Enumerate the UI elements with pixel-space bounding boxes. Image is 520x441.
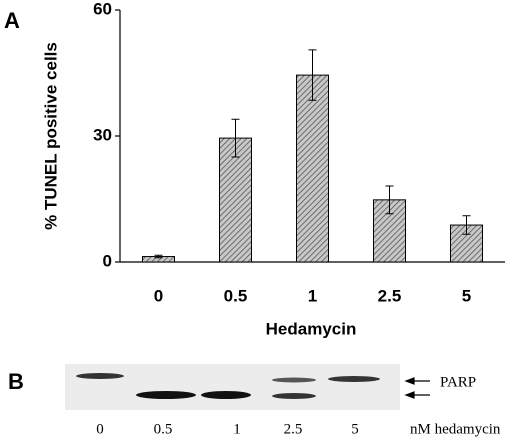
lane-label: 0.5 (154, 421, 173, 437)
lane-label: 5 (351, 421, 359, 437)
band (328, 376, 380, 382)
y-tick-label: 0 (103, 251, 112, 270)
band (272, 393, 316, 399)
error-bar (154, 254, 163, 259)
y-tick-label: 30 (93, 125, 112, 144)
blot (65, 364, 400, 410)
error-bar (308, 49, 317, 101)
error-bar (462, 215, 471, 235)
panel-label: B (8, 369, 24, 394)
protein-label: PARP (440, 374, 476, 390)
blot-membrane (65, 364, 400, 410)
x-tick-label: 0 (154, 286, 163, 305)
y-axis-label: % TUNEL positive cells (41, 42, 60, 230)
lane-label: 2.5 (284, 421, 303, 437)
band (201, 391, 251, 399)
error-bar (385, 185, 394, 215)
band (136, 391, 196, 399)
panel-label: A (4, 8, 20, 33)
lane-label: 0 (96, 421, 104, 437)
lane-unit: nM hedamycin (410, 421, 501, 437)
x-tick-label: 2.5 (378, 286, 402, 305)
y-tick-label: 60 (93, 0, 112, 18)
error-bar (231, 118, 240, 158)
bar (296, 74, 329, 263)
band (272, 377, 316, 383)
x-tick-label: 0.5 (224, 286, 248, 305)
band (76, 373, 124, 379)
lane-label: 1 (233, 421, 241, 437)
bar (219, 137, 252, 263)
x-axis-label: Hedamycin (266, 319, 357, 338)
x-tick-label: 1 (308, 286, 317, 305)
arrows (404, 377, 430, 399)
x-tick-label: 5 (462, 286, 471, 305)
